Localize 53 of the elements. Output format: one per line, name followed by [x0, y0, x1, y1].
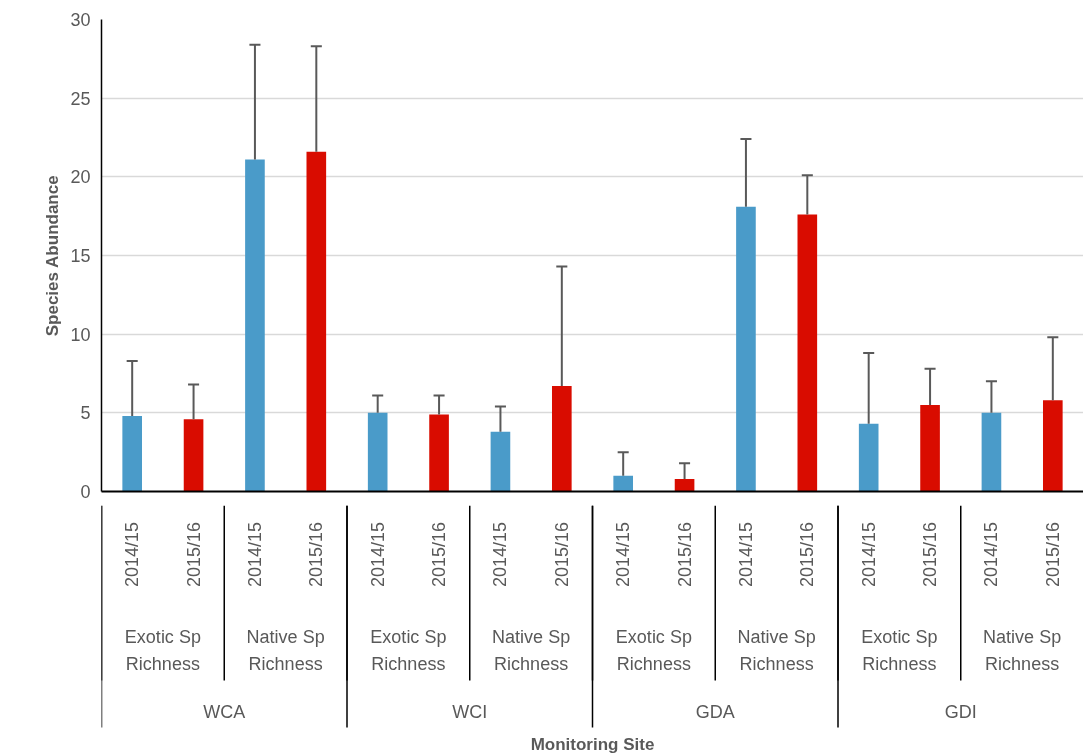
text: Native Sp Richness [492, 627, 571, 674]
x-tick-label: 2014/15 [613, 521, 634, 588]
bar [245, 159, 265, 492]
y-tick-label: 20 [70, 167, 91, 188]
x-tick-label: 2015/16 [674, 521, 695, 588]
text: Native Sp Richness [737, 627, 816, 674]
bar [551, 386, 572, 492]
text: Exotic Sp Richness [370, 627, 447, 674]
x-tick-label: 2014/15 [367, 521, 388, 588]
text: Monitoring Site [530, 735, 655, 754]
y-tick-label: 5 [80, 403, 91, 424]
bar [367, 412, 388, 492]
x-tick-label: 2015/16 [183, 521, 204, 588]
x-tick-label: 2014/15 [244, 521, 265, 588]
text: GDI [944, 701, 977, 722]
bar [797, 214, 818, 492]
bar [981, 412, 1002, 492]
x-tick-label: 2015/16 [1042, 521, 1063, 588]
x-tick-label: 2015/16 [551, 521, 572, 588]
text: Native Sp Richness [983, 627, 1062, 674]
bar [858, 423, 879, 492]
y-tick-label: 15 [70, 246, 91, 266]
x-tick-label: 2015/16 [429, 521, 450, 588]
bar [122, 415, 143, 492]
text: WCA [203, 701, 246, 722]
x-tick-label: 2014/15 [122, 521, 143, 588]
y-tick-label: 25 [70, 88, 91, 109]
y-tick-label: 10 [70, 324, 91, 345]
y-tick-label: 30 [70, 10, 91, 30]
x-tick-label: 2014/15 [735, 521, 756, 588]
bar [1042, 400, 1063, 492]
x-tick-label: 2014/15 [858, 521, 879, 588]
text: WCI [452, 701, 488, 722]
text: Native Sp Richness [246, 627, 325, 674]
x-tick-label: 2015/16 [797, 521, 818, 588]
bar [306, 151, 327, 492]
text: Exotic Sp Richness [615, 627, 692, 674]
bar [183, 419, 204, 492]
x-tick-label: 2014/15 [981, 521, 1002, 588]
text: Exotic Sp Richness [124, 627, 201, 674]
text: GDA [695, 701, 735, 722]
y-axis-title: Species Abundance [43, 175, 63, 337]
bar [429, 414, 449, 492]
x-tick-label: 2015/16 [920, 521, 941, 588]
y-tick-label: 0 [80, 482, 91, 502]
bar [674, 478, 695, 492]
bar [736, 206, 756, 492]
bar [613, 475, 634, 492]
x-tick-label: 2015/16 [306, 521, 327, 588]
text: Exotic Sp Richness [861, 627, 938, 674]
x-tick-label: 2014/15 [490, 521, 511, 588]
bar [920, 404, 940, 492]
bar [490, 431, 511, 492]
